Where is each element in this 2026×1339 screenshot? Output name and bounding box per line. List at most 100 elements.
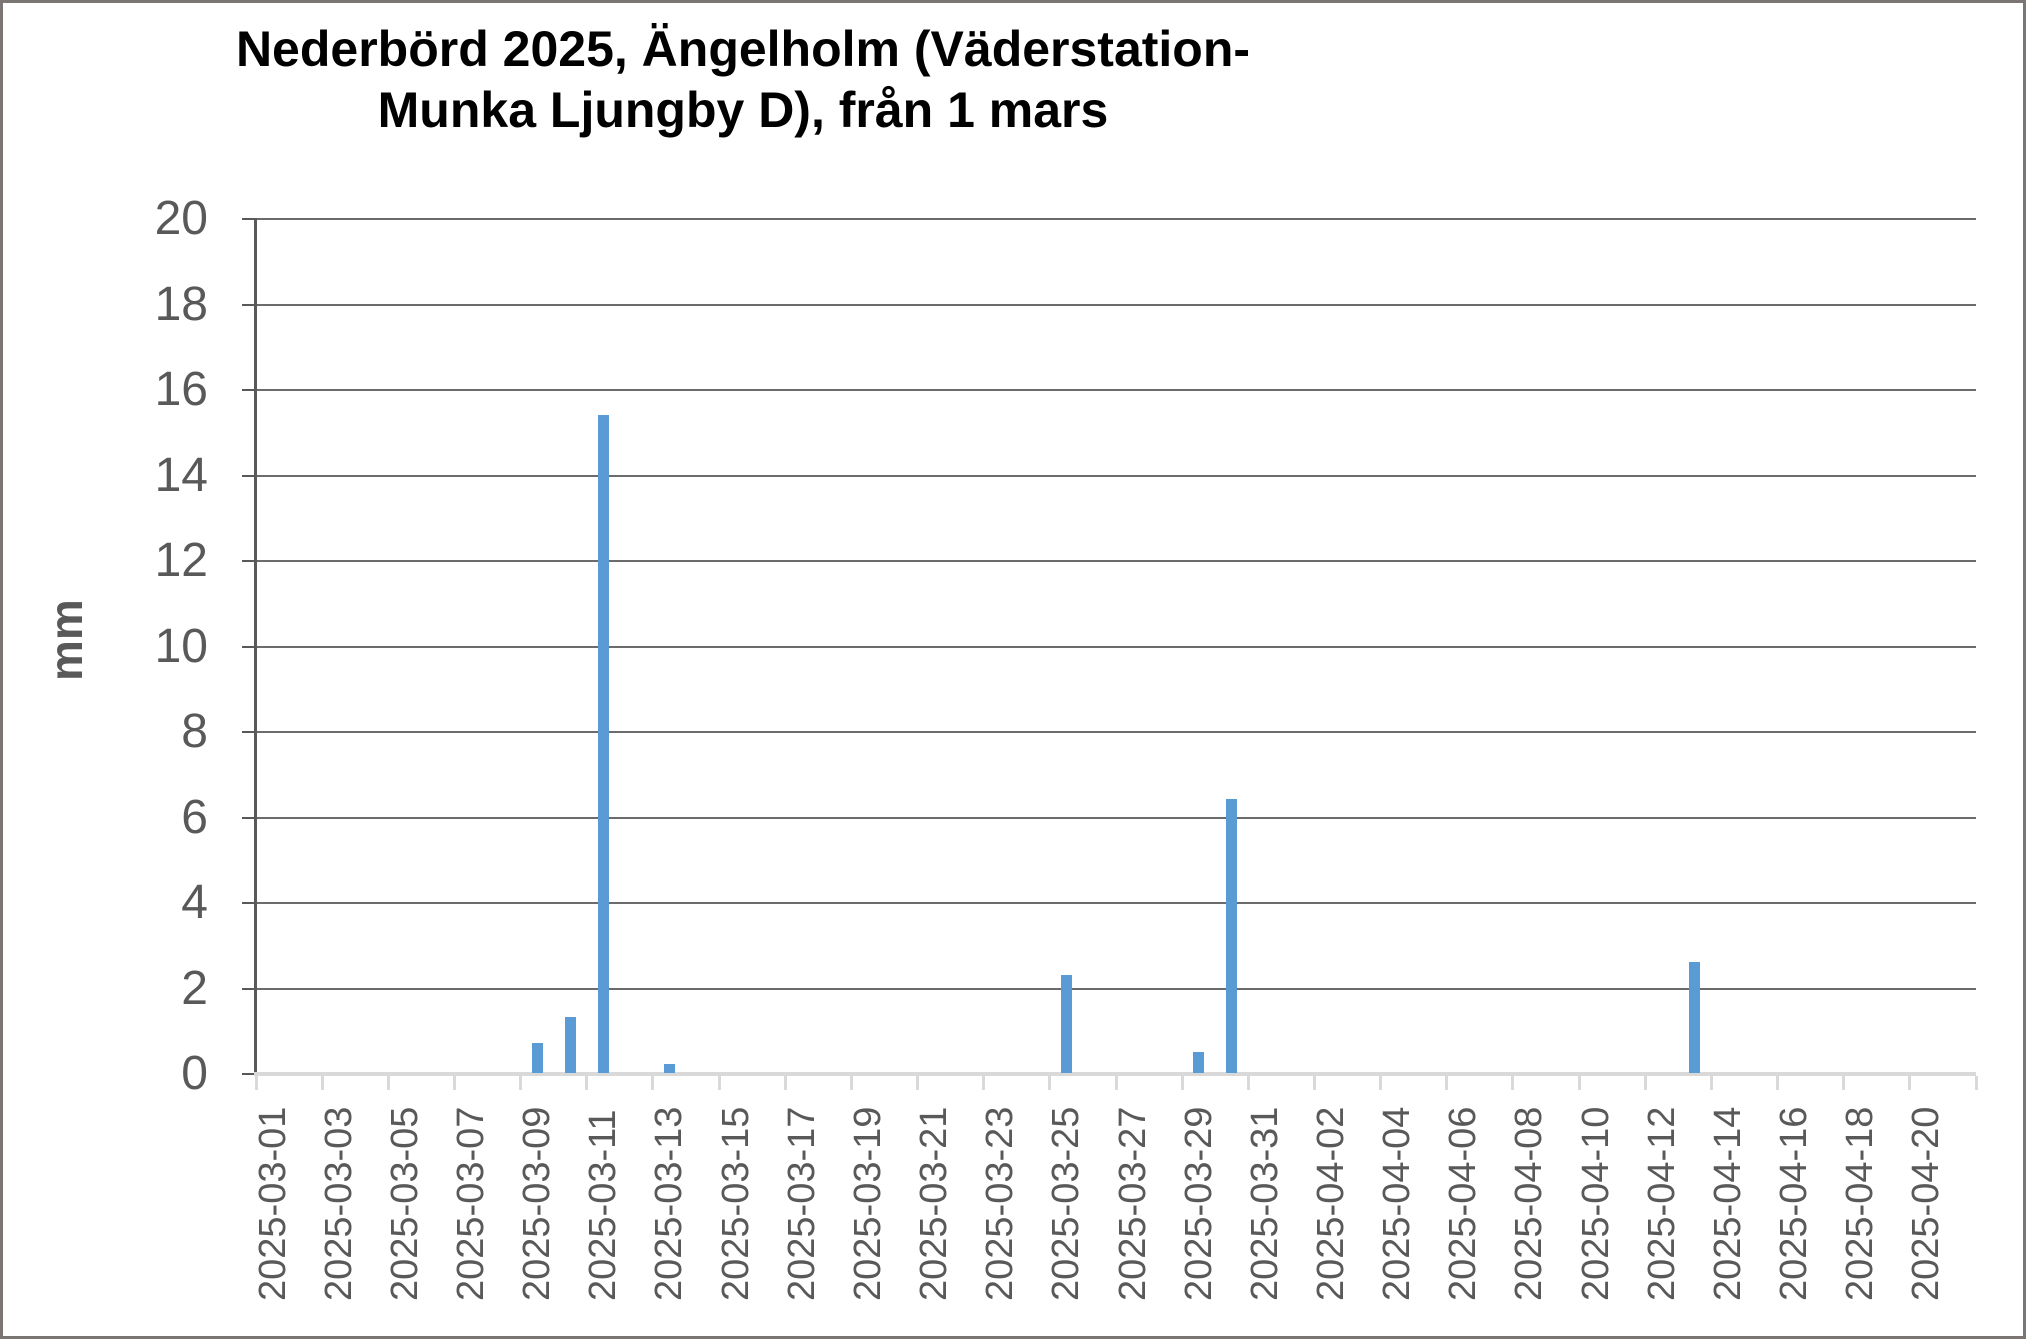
gridline: [256, 218, 1976, 220]
x-axis-tick: [1246, 1076, 1250, 1090]
x-axis-tick: [585, 1076, 589, 1090]
bar: [564, 1017, 576, 1073]
gridline: [256, 560, 1976, 562]
y-axis-tick: [242, 645, 256, 648]
gridline: [256, 389, 1976, 391]
chart-title: Nederbörd 2025, Ängelholm (Väderstation-…: [143, 19, 1343, 141]
gridline: [256, 987, 1976, 990]
y-axis-tick-label: 2: [181, 961, 208, 1015]
x-axis-tick-label: 2025-03-03: [317, 1106, 360, 1301]
x-axis-tick: [1577, 1076, 1581, 1090]
y-axis-tick-label: 16: [154, 363, 208, 416]
y-axis-tick-label: 12: [154, 534, 208, 587]
x-axis-tick: [1842, 1076, 1846, 1090]
y-axis-tick-label: 18: [154, 277, 208, 331]
x-axis-tick-label: 2025-04-20: [1905, 1106, 1948, 1301]
x-axis-tick: [1511, 1076, 1515, 1090]
x-axis-tick-label: 2025-04-16: [1773, 1106, 1816, 1301]
gridline: [256, 645, 1976, 648]
y-axis-tick-label: 0: [181, 1047, 208, 1100]
x-axis-tick: [1114, 1076, 1118, 1090]
y-axis-tick: [242, 902, 256, 904]
gridline: [256, 474, 1976, 477]
x-axis-tick-label: 2025-03-29: [1177, 1106, 1220, 1301]
y-axis-tick-label: 8: [181, 705, 208, 758]
gridline: [256, 731, 1976, 733]
x-axis-tick: [1048, 1076, 1052, 1090]
x-axis-tick: [1776, 1076, 1780, 1090]
x-axis-tick: [519, 1076, 523, 1090]
x-axis-tick-label: 2025-04-08: [1508, 1106, 1551, 1301]
x-axis-tick: [982, 1076, 986, 1090]
y-axis-tick: [242, 816, 256, 819]
y-axis-tick: [242, 987, 256, 990]
bar: [663, 1064, 675, 1073]
y-axis-tick-label: 6: [181, 790, 208, 844]
x-axis-tick: [849, 1076, 853, 1090]
y-axis-tick: [242, 1073, 256, 1075]
x-axis-tick-label: 2025-03-11: [582, 1109, 625, 1301]
x-axis-tick: [717, 1076, 721, 1090]
x-axis-tick: [386, 1076, 390, 1090]
y-axis-line: [254, 218, 257, 1075]
x-axis-tick: [916, 1076, 920, 1090]
y-axis-tick: [242, 303, 256, 306]
x-axis-tick: [1312, 1076, 1316, 1090]
x-axis-tick: [1379, 1076, 1383, 1090]
x-axis-tick-label: 2025-04-06: [1442, 1106, 1485, 1301]
x-axis-tick: [320, 1076, 324, 1090]
x-axis-tick-label: 2025-04-12: [1640, 1106, 1683, 1301]
y-axis-tick: [242, 731, 256, 733]
bar: [1689, 962, 1701, 1073]
y-axis-tick: [242, 389, 256, 391]
x-axis-line: [254, 1072, 1976, 1076]
plot-area: 0 2 4 6 8 10 12 14 16 18 20 2025-03-01 2025-03-03 202…: [3, 3, 2023, 1336]
x-axis-tick: [651, 1076, 655, 1090]
y-axis-tick-label: 20: [154, 192, 208, 245]
bar: [531, 1043, 543, 1073]
gridline: [256, 303, 1976, 306]
x-axis-tick-label: 2025-04-10: [1574, 1106, 1617, 1301]
gridline: [256, 902, 1976, 904]
bar: [597, 415, 609, 1073]
x-axis-tick: [1709, 1076, 1713, 1090]
x-axis-tick-label: 2025-03-31: [1243, 1106, 1286, 1301]
x-axis-tick-label: 2025-03-23: [979, 1106, 1022, 1301]
x-axis-tick: [1180, 1076, 1184, 1090]
x-axis-tick-label: 2025-03-07: [450, 1106, 492, 1301]
bar: [1060, 975, 1072, 1073]
gridline: [256, 816, 1976, 819]
bar: [1226, 799, 1238, 1073]
x-axis-tick: [1908, 1076, 1912, 1090]
x-axis-tick-label: 2025-03-13: [648, 1106, 691, 1301]
x-axis-tick-label: 2025-03-05: [383, 1106, 426, 1301]
x-axis-tick: [452, 1076, 456, 1090]
x-axis-tick-label: 2025-03-09: [516, 1106, 559, 1301]
x-axis-tick: [1643, 1076, 1647, 1090]
x-axis-tick-label: 2025-03-19: [846, 1106, 889, 1301]
x-axis-tick-label: 2025-03-15: [714, 1106, 757, 1301]
y-axis-tick-label: 14: [154, 448, 208, 502]
chart-title-line-1: Nederbörd 2025, Ängelholm (Väderstation-: [235, 21, 1251, 77]
x-axis-tick-label: 2025-03-17: [780, 1106, 823, 1301]
x-axis-tick-label: 2025-04-14: [1706, 1106, 1749, 1301]
y-axis-tick: [242, 218, 256, 220]
x-axis-tick: [1445, 1076, 1449, 1090]
x-axis-tick: [254, 1076, 258, 1090]
y-axis-tick-label: 10: [154, 619, 208, 673]
x-axis-tick-label: 2025-04-18: [1839, 1106, 1882, 1301]
x-axis-tick: [783, 1076, 787, 1090]
y-axis-tick: [242, 474, 256, 477]
x-axis-tick-label: 2025-03-01: [251, 1106, 294, 1301]
y-axis-tick-label: 4: [181, 876, 208, 929]
x-axis-tick-label: 2025-03-27: [1111, 1106, 1154, 1301]
bar: [1193, 1052, 1205, 1073]
x-axis-tick-label: 2025-03-21: [913, 1106, 956, 1301]
chart-title-line-2: Munka Ljungby D), från 1 mars: [377, 82, 1109, 138]
x-axis-tick: [1974, 1076, 1978, 1090]
y-axis-tick: [242, 560, 256, 562]
x-axis-tick-label: 2025-03-25: [1045, 1106, 1088, 1301]
x-axis-tick-label: 2025-04-02: [1310, 1106, 1352, 1301]
x-axis-tick-label: 2025-04-04: [1376, 1106, 1419, 1301]
